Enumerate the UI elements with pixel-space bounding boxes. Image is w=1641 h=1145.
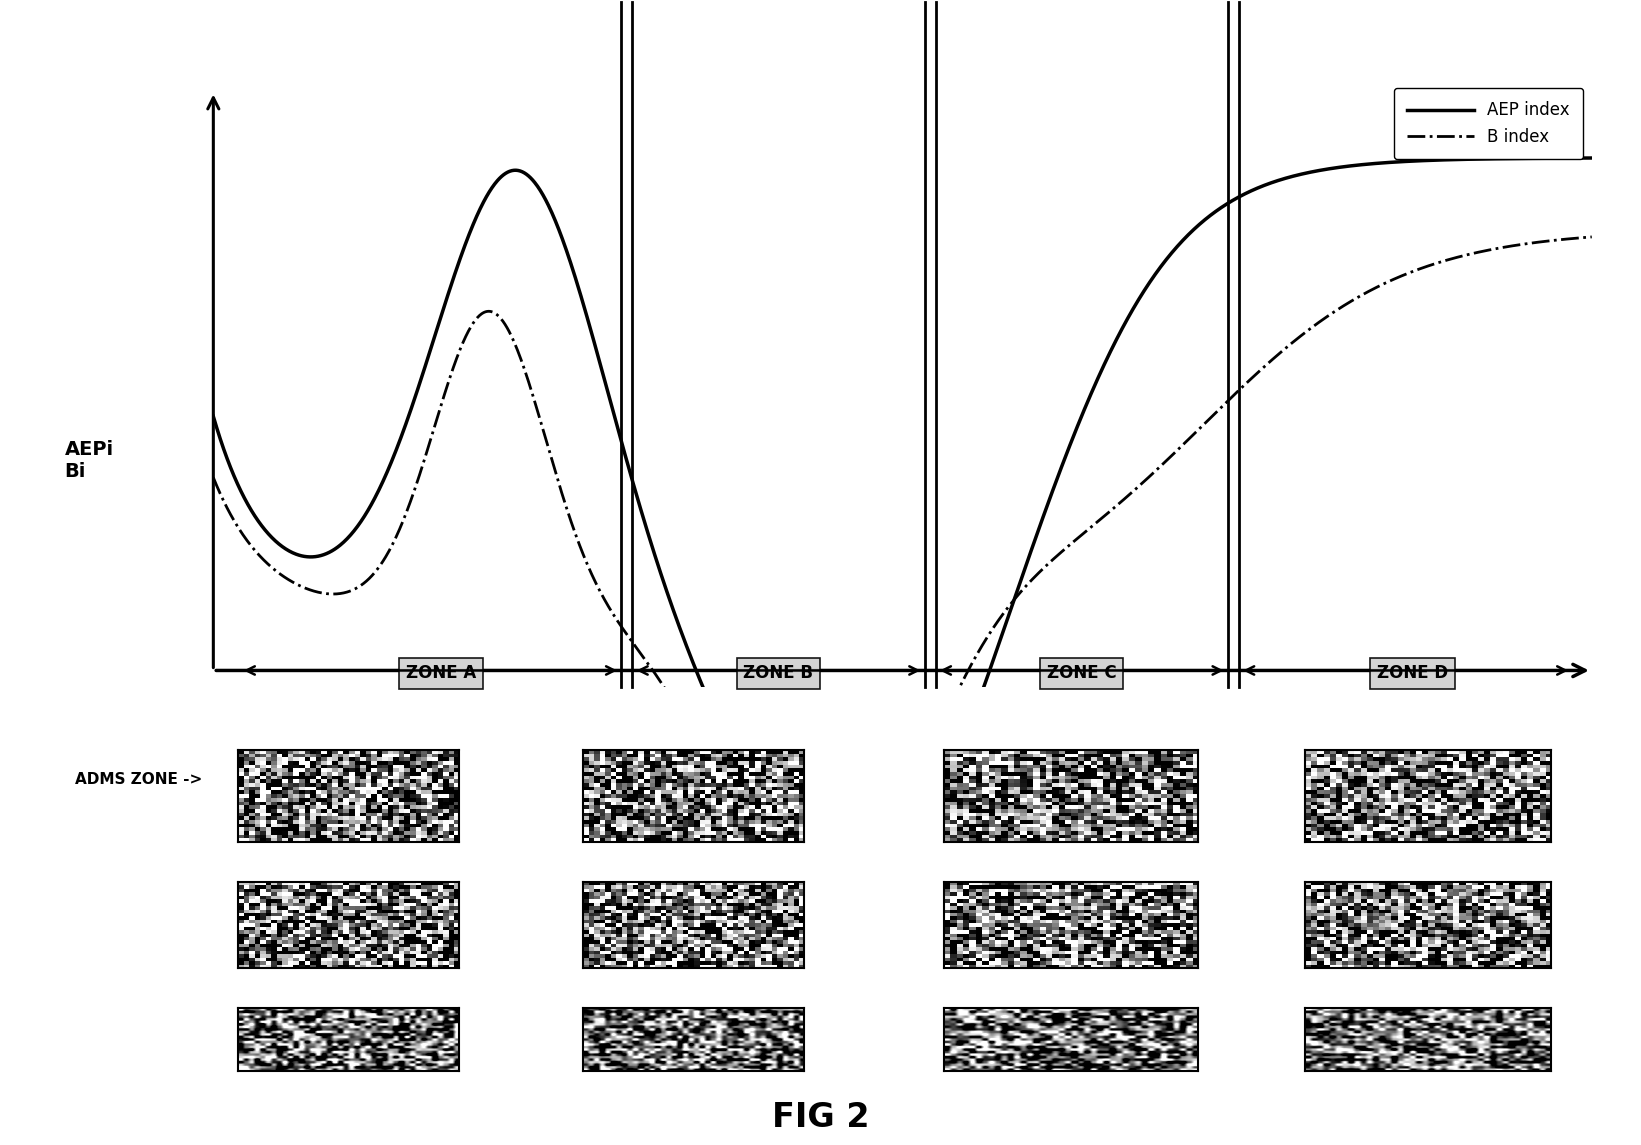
Text: AEPi
Bi: AEPi Bi bbox=[64, 440, 113, 481]
Text: ZONE B: ZONE B bbox=[743, 664, 814, 682]
Text: ZONE A: ZONE A bbox=[405, 664, 476, 682]
Text: ZONE D: ZONE D bbox=[1377, 664, 1447, 682]
Text: FIG 2: FIG 2 bbox=[771, 1100, 870, 1134]
Legend: AEP index, B index: AEP index, B index bbox=[1395, 88, 1584, 159]
Text: ADMS ZONE ->: ADMS ZONE -> bbox=[75, 772, 203, 787]
Text: ZONE C: ZONE C bbox=[1047, 664, 1116, 682]
